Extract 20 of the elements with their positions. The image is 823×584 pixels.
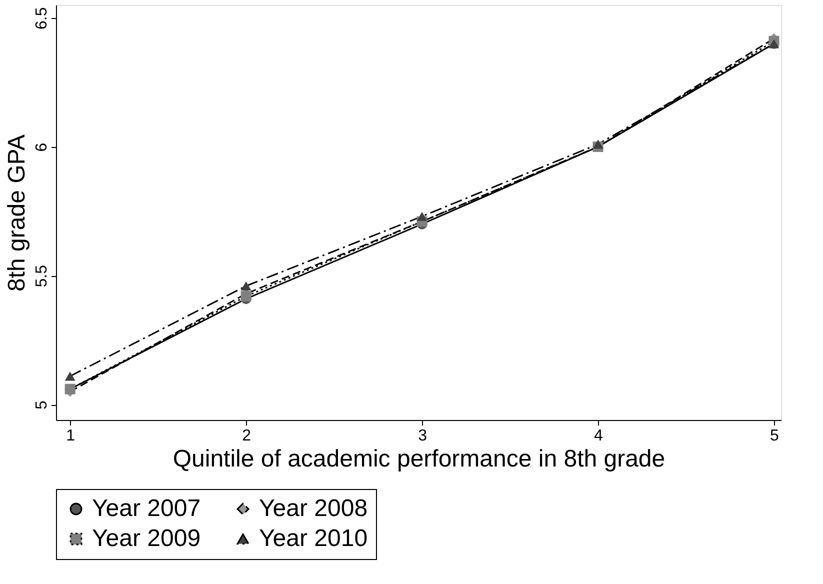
x-tick-label: 4 [594, 428, 604, 444]
y-tick-label: 5 [34, 400, 50, 410]
legend-label: Year 2010 [259, 525, 368, 552]
y-tick-label: 6 [34, 142, 50, 152]
x-tick-label: 1 [66, 428, 76, 444]
point [240, 281, 252, 291]
point [240, 291, 252, 302]
y-tick-label: 6.5 [34, 7, 50, 30]
y-tick-label: 5.5 [34, 264, 50, 288]
point [416, 212, 428, 221]
x-tick-label: 5 [770, 428, 780, 444]
point [64, 372, 76, 381]
x-axis-title: Quintile of academic performance in 8th grade [172, 446, 666, 472]
x-tick-label: 3 [418, 428, 428, 444]
legend-label: Year 2009 [92, 525, 201, 552]
y-axis-title: 8th grade GPA [4, 134, 30, 292]
legend-label: Year 2008 [259, 495, 368, 522]
x-tick-label: 2 [242, 428, 252, 444]
legend-label: Year 2007 [92, 495, 201, 522]
point [592, 140, 604, 149]
